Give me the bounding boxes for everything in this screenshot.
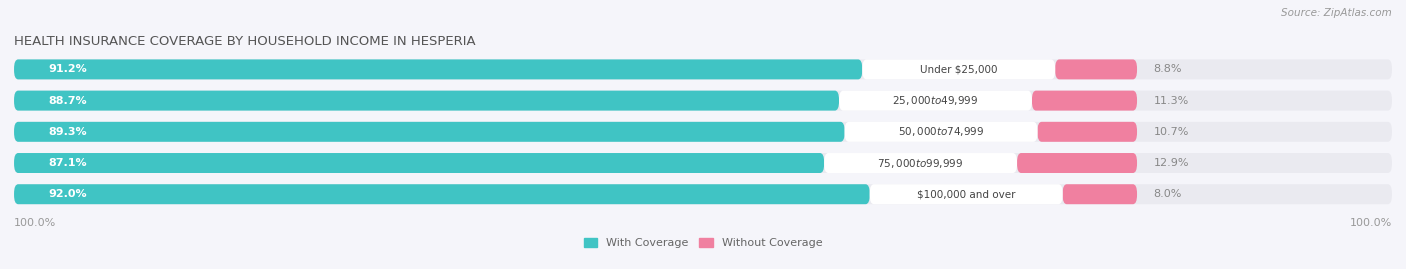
Text: 87.1%: 87.1% <box>48 158 87 168</box>
FancyBboxPatch shape <box>1032 91 1137 111</box>
Text: Under $25,000: Under $25,000 <box>920 64 997 75</box>
Text: 11.3%: 11.3% <box>1153 95 1189 106</box>
Text: $25,000 to $49,999: $25,000 to $49,999 <box>893 94 979 107</box>
FancyBboxPatch shape <box>14 122 1392 142</box>
FancyBboxPatch shape <box>870 184 1063 204</box>
FancyBboxPatch shape <box>1054 59 1137 79</box>
Text: 100.0%: 100.0% <box>14 218 56 228</box>
FancyBboxPatch shape <box>14 184 870 204</box>
FancyBboxPatch shape <box>14 59 862 79</box>
FancyBboxPatch shape <box>845 122 1038 142</box>
Text: 91.2%: 91.2% <box>48 64 87 75</box>
Text: $50,000 to $74,999: $50,000 to $74,999 <box>898 125 984 138</box>
Text: 100.0%: 100.0% <box>1350 218 1392 228</box>
FancyBboxPatch shape <box>14 122 845 142</box>
Text: 8.0%: 8.0% <box>1153 189 1182 199</box>
Text: 92.0%: 92.0% <box>48 189 87 199</box>
FancyBboxPatch shape <box>14 91 1392 111</box>
FancyBboxPatch shape <box>14 91 839 111</box>
FancyBboxPatch shape <box>14 153 1392 173</box>
Text: 89.3%: 89.3% <box>48 127 87 137</box>
FancyBboxPatch shape <box>839 91 1032 111</box>
FancyBboxPatch shape <box>14 184 1392 204</box>
Text: $75,000 to $99,999: $75,000 to $99,999 <box>877 157 963 169</box>
Text: 10.7%: 10.7% <box>1153 127 1189 137</box>
Text: 88.7%: 88.7% <box>48 95 87 106</box>
FancyBboxPatch shape <box>1017 153 1137 173</box>
Text: 8.8%: 8.8% <box>1153 64 1182 75</box>
FancyBboxPatch shape <box>824 153 1017 173</box>
Legend: With Coverage, Without Coverage: With Coverage, Without Coverage <box>583 238 823 248</box>
FancyBboxPatch shape <box>862 59 1054 79</box>
FancyBboxPatch shape <box>14 59 1392 79</box>
Text: 12.9%: 12.9% <box>1153 158 1189 168</box>
Text: HEALTH INSURANCE COVERAGE BY HOUSEHOLD INCOME IN HESPERIA: HEALTH INSURANCE COVERAGE BY HOUSEHOLD I… <box>14 35 475 48</box>
Text: Source: ZipAtlas.com: Source: ZipAtlas.com <box>1281 8 1392 18</box>
FancyBboxPatch shape <box>1038 122 1137 142</box>
FancyBboxPatch shape <box>14 153 824 173</box>
Text: $100,000 and over: $100,000 and over <box>917 189 1015 199</box>
FancyBboxPatch shape <box>1063 184 1137 204</box>
